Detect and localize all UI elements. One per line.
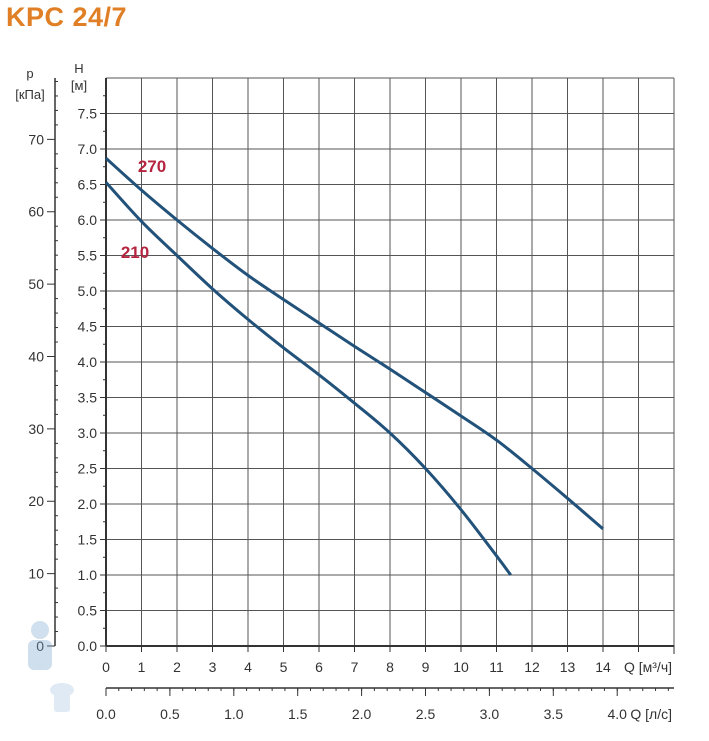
- h-tick-label: 6.0: [78, 212, 98, 228]
- curve-270: [104, 157, 604, 530]
- q-tick-label: 5: [280, 659, 288, 675]
- p-tick-label: 50: [28, 276, 44, 292]
- q-axis-label: Q [м³/ч]: [624, 659, 672, 675]
- h-tick-label: 3.5: [78, 390, 98, 406]
- q-tick-label: 13: [560, 659, 576, 675]
- q-tick-label: 8: [386, 659, 394, 675]
- curve-label-270: 270: [138, 157, 166, 176]
- q-tick-label: 9: [422, 659, 430, 675]
- q2-tick-label: 1.0: [224, 706, 244, 722]
- q-tick-label: 0: [102, 659, 110, 675]
- q2-tick-label: 2.5: [416, 706, 436, 722]
- p-tick-label: 0: [36, 638, 44, 654]
- q2-tick-label: 2.0: [352, 706, 372, 722]
- q-tick-label: 3: [209, 659, 217, 675]
- q2-axis-label: Q [л/с]: [630, 706, 672, 722]
- q2-tick-label: 0.5: [160, 706, 180, 722]
- p-axis-label: p: [26, 66, 33, 81]
- p-axis-unit: [кПа]: [15, 87, 45, 102]
- h-tick-label: 7.5: [78, 106, 98, 122]
- h-tick-label: 5.5: [78, 248, 98, 264]
- q-tick-label: 6: [315, 659, 323, 675]
- h-tick-label: 0.0: [78, 638, 98, 654]
- h-tick-label: 0.5: [78, 603, 98, 619]
- q-tick-label: 7: [351, 659, 359, 675]
- q-tick-label: 10: [453, 659, 469, 675]
- logo-shape: [54, 690, 70, 712]
- h-tick-label: 4.5: [78, 319, 98, 335]
- q-tick-label: 12: [524, 659, 540, 675]
- chart-title: KPC 24/7: [6, 2, 128, 32]
- q2-tick-label: 4.0: [607, 706, 627, 722]
- q2-tick-label: 1.5: [288, 706, 308, 722]
- curve-210: [104, 181, 512, 576]
- q-tick-label: 14: [595, 659, 611, 675]
- q-tick-label: 1: [138, 659, 146, 675]
- h-tick-label: 5.0: [78, 283, 98, 299]
- p-tick-label: 60: [28, 204, 44, 220]
- p-tick-label: 10: [28, 566, 44, 582]
- logo-shape: [50, 683, 74, 697]
- q-tick-label: 2: [173, 659, 181, 675]
- curve-label-210: 210: [121, 243, 149, 262]
- h-tick-label: 7.0: [78, 141, 98, 157]
- h-tick-label: 2.0: [78, 496, 98, 512]
- h-tick-label: 6.5: [78, 177, 98, 193]
- h-tick-label: 2.5: [78, 461, 98, 477]
- q-tick-label: 4: [244, 659, 252, 675]
- p-tick-label: 20: [28, 493, 44, 509]
- h-tick-label: 4.0: [78, 354, 98, 370]
- q-tick-label: 11: [489, 659, 504, 675]
- p-tick-label: 30: [28, 421, 44, 437]
- h-tick-label: 3.0: [78, 425, 98, 441]
- q2-tick-label: 3.5: [544, 706, 564, 722]
- q2-tick-label: 3.0: [480, 706, 500, 722]
- p-tick-label: 40: [28, 348, 44, 364]
- logo-shape: [31, 621, 49, 639]
- logo-shape: [28, 640, 52, 670]
- h-tick-label: 1.5: [78, 532, 98, 548]
- h-axis-label: H: [74, 61, 83, 76]
- p-tick-label: 70: [28, 131, 44, 147]
- h-tick-label: 1.0: [78, 567, 98, 583]
- plumber-logo: [28, 621, 74, 712]
- q2-tick-label: 0.0: [96, 706, 116, 722]
- h-axis-unit: [м]: [71, 78, 87, 93]
